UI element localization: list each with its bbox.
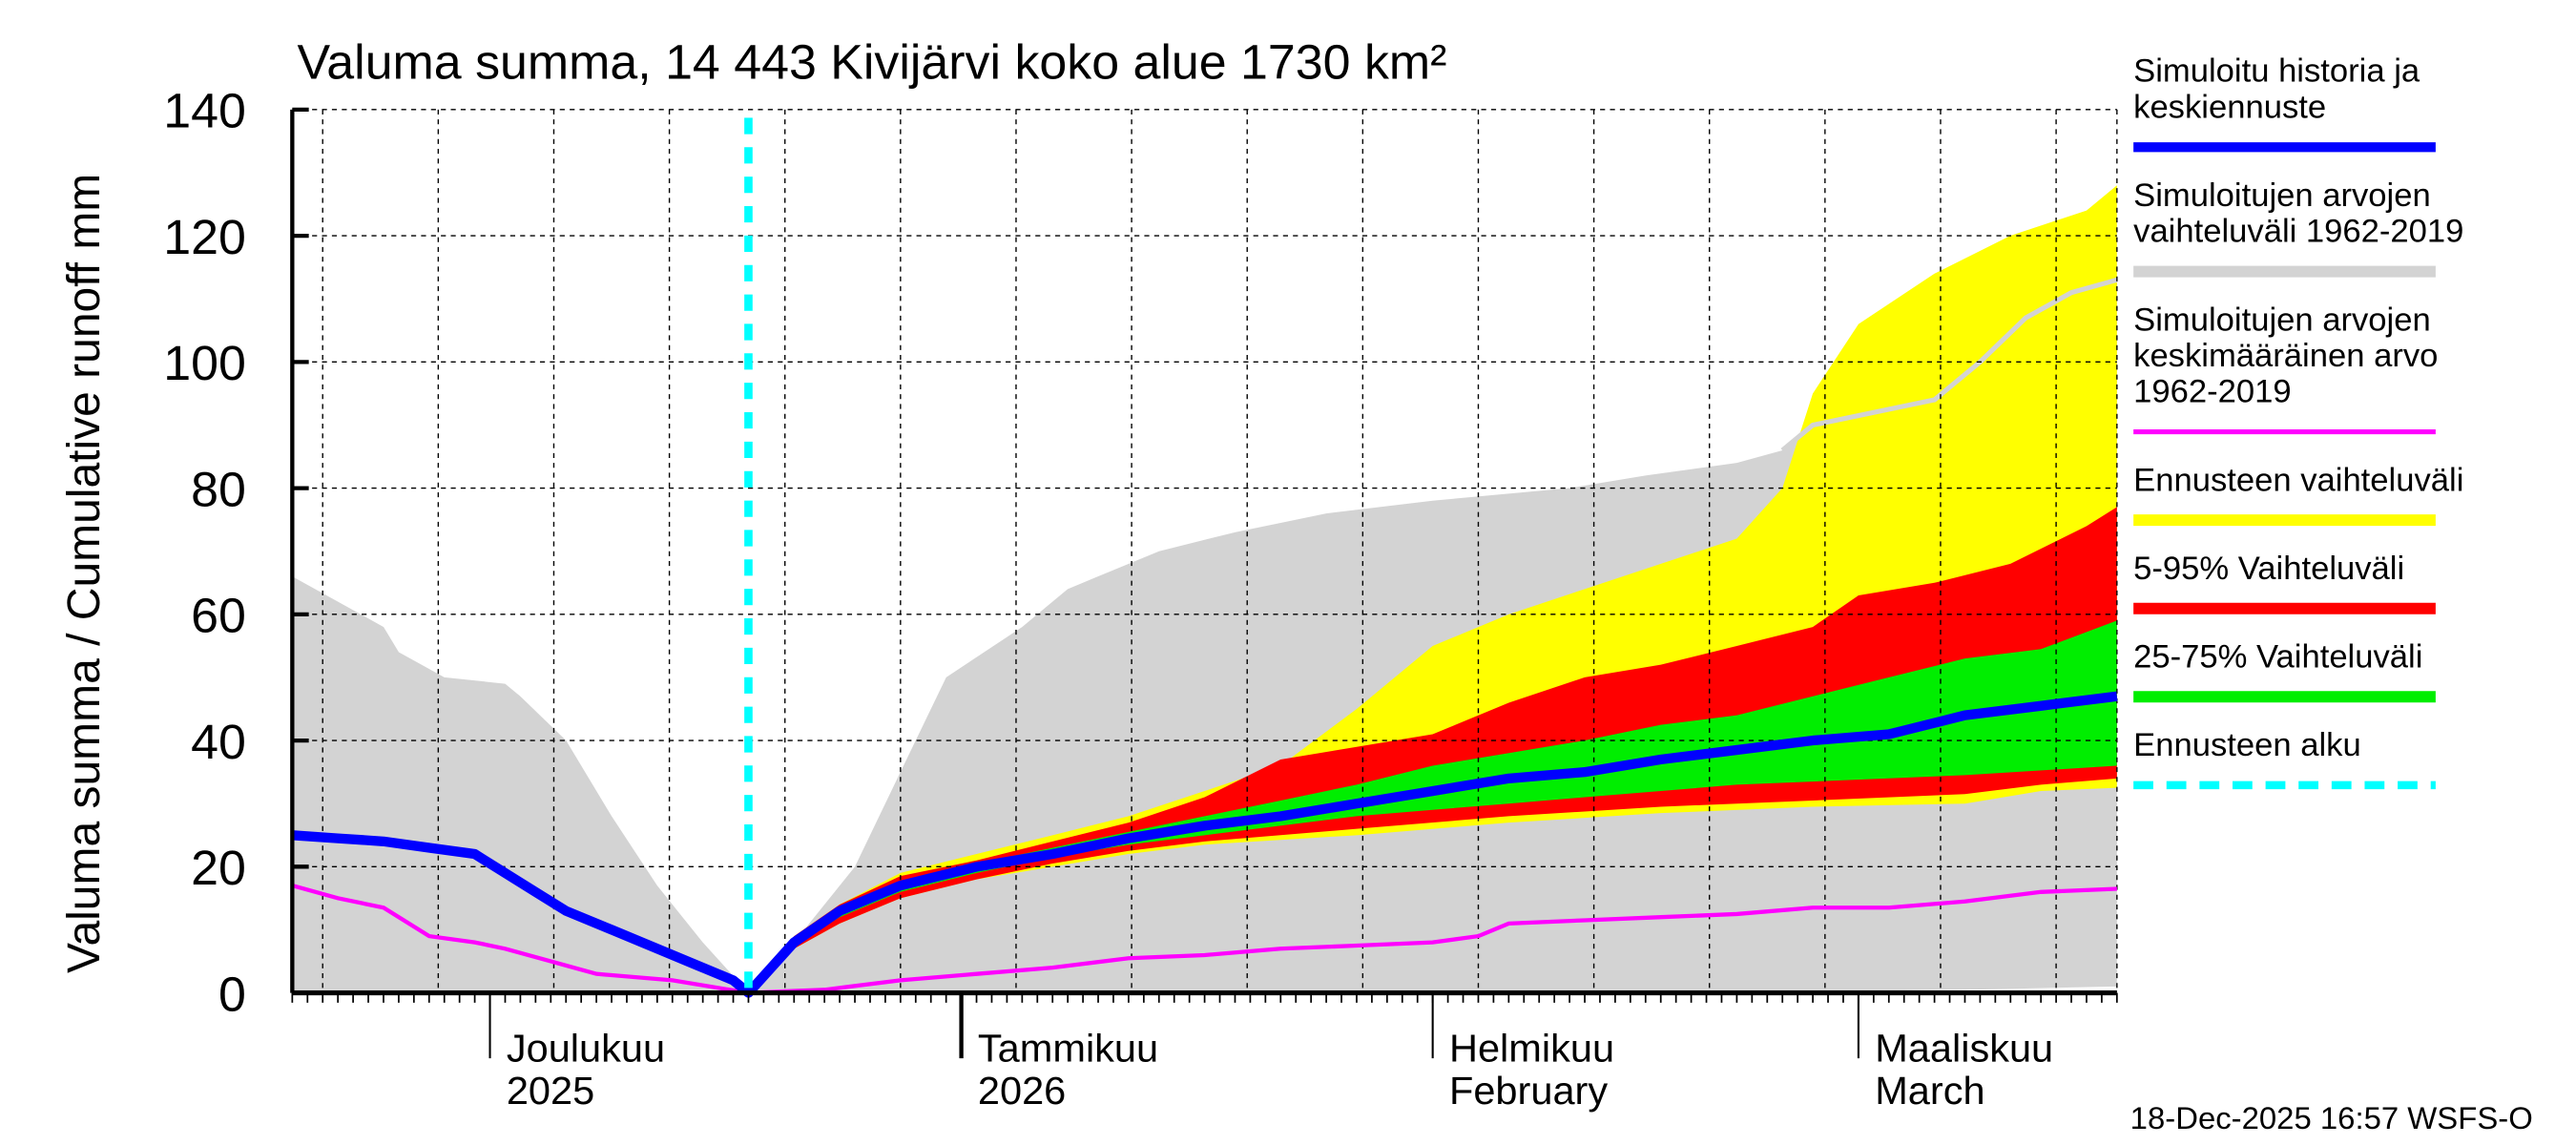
legend-label: Simuloitujen arvojen: [2133, 302, 2431, 338]
historical-range-band: [292, 280, 2117, 993]
month-label: Maaliskuu: [1875, 1027, 2053, 1071]
legend-label: vaihteluväli 1962-2019: [2133, 214, 2463, 250]
p5-p95-band: [748, 507, 2117, 993]
y-tick-label: 120: [163, 209, 246, 264]
chart-title: Valuma summa, 14 443 Kivijärvi koko alue…: [298, 34, 1447, 90]
legend-label: Simuloitujen arvojen: [2133, 177, 2431, 214]
month-label-sub: March: [1875, 1069, 1984, 1113]
legend-label: Simuloitu historia ja: [2133, 53, 2420, 90]
month-label: Joulukuu: [507, 1027, 665, 1071]
y-tick-label: 140: [163, 83, 246, 138]
y-tick-label: 40: [191, 714, 246, 769]
legend-label: 5-95% Vaihteluväli: [2133, 551, 2404, 587]
legend-label: keskiennuste: [2133, 90, 2326, 126]
legend-label: keskimääräinen arvo: [2133, 338, 2438, 374]
y-axis-label: Valuma summa / Cumulative runoff mm: [58, 174, 110, 973]
y-tick-label: 60: [191, 588, 246, 643]
y-tick-label: 100: [163, 335, 246, 390]
month-label: Helmikuu: [1449, 1027, 1614, 1071]
legend-label: Ennusteen vaihteluväli: [2133, 462, 2463, 498]
month-label: Tammikuu: [978, 1027, 1158, 1071]
historical-range-upper-line: [1780, 277, 2118, 452]
legend-label: Ennusteen alku: [2133, 727, 2361, 763]
y-tick-label: 0: [218, 967, 246, 1022]
p25-p75-band: [748, 620, 2117, 993]
y-tick-label: 20: [191, 840, 246, 895]
legend-label: 25-75% Vaihteluväli: [2133, 639, 2422, 676]
month-label-sub: February: [1449, 1069, 1608, 1113]
timestamp: 18-Dec-2025 16:57 WSFS-O: [2130, 1100, 2533, 1135]
legend-label: 1962-2019: [2133, 374, 2291, 410]
month-label-sub: 2025: [507, 1069, 594, 1113]
simulated-median-line: [291, 691, 2118, 998]
historical-mean-line: [291, 884, 2117, 995]
month-label-sub: 2026: [978, 1069, 1066, 1113]
y-tick-label: 80: [191, 462, 246, 517]
